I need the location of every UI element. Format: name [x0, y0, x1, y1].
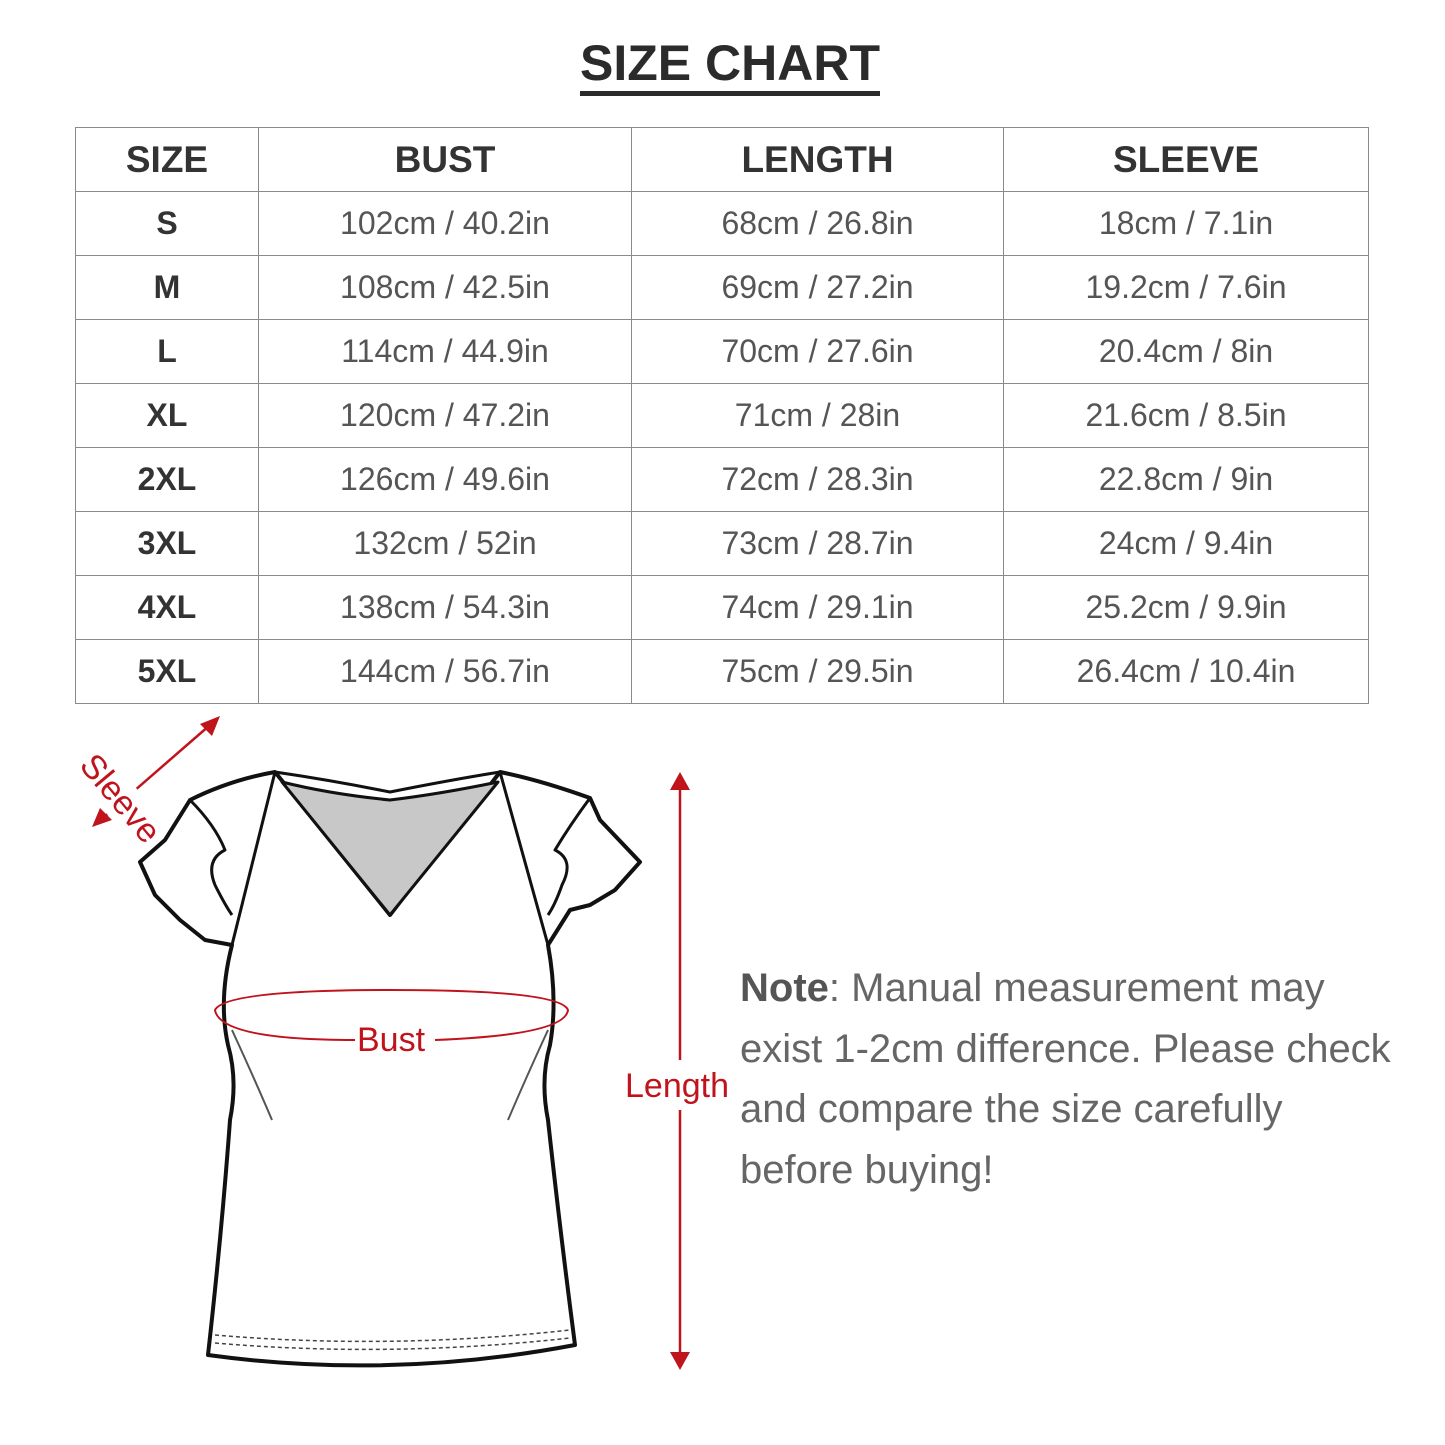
page-title: SIZE CHART — [0, 34, 1445, 96]
size-cell: XL — [75, 383, 259, 448]
sleeve-cell: 26.4cm / 10.4in — [1003, 639, 1369, 704]
table-header-row: SIZE BUST LENGTH SLEEVE — [75, 127, 1369, 192]
shirt-outline — [138, 770, 642, 1368]
table-row: 3XL 132cm / 52in 73cm / 28.7in 24cm / 9.4in — [75, 511, 1369, 576]
sleeve-cell: 19.2cm / 7.6in — [1003, 255, 1369, 320]
sleeve-cell: 20.4cm / 8in — [1003, 319, 1369, 384]
header-sleeve: SLEEVE — [1003, 127, 1369, 192]
arrow-up-icon — [670, 772, 690, 790]
stitch-lines — [214, 1329, 571, 1351]
table-row: L 114cm / 44.9in 70cm / 27.6in 20.4cm / 8in — [75, 319, 1369, 384]
sleeve-cell: 22.8cm / 9in — [1003, 447, 1369, 512]
bust-cell: 138cm / 54.3in — [258, 575, 632, 640]
table-row: 5XL 144cm / 56.7in 75cm / 29.5in 26.4cm / 1… — [75, 639, 1369, 704]
size-cell: 4XL — [75, 575, 259, 640]
bust-cell: 144cm / 56.7in — [258, 639, 632, 704]
arrow-down-icon — [670, 1352, 690, 1370]
length-label: Length — [625, 1067, 729, 1105]
length-cell: 68cm / 26.8in — [631, 191, 1004, 256]
header-size: SIZE — [75, 127, 259, 192]
size-table: SIZE BUST LENGTH SLEEVE S 102cm / 40.2in 6… — [75, 127, 1369, 704]
header-bust: BUST — [258, 127, 632, 192]
sleeve-cell: 18cm / 7.1in — [1003, 191, 1369, 256]
size-cell: L — [75, 319, 259, 384]
note-text: Note: Manual measurement may exist 1-2cm… — [740, 966, 1391, 1192]
shirt-diagram — [92, 716, 690, 1370]
size-cell: 5XL — [75, 639, 259, 704]
size-cell: 3XL — [75, 511, 259, 576]
length-cell: 69cm / 27.2in — [631, 255, 1004, 320]
bust-cell: 102cm / 40.2in — [258, 191, 632, 256]
bust-label: Bust — [357, 1021, 426, 1060]
table-row: M 108cm / 42.5in 69cm / 27.2in 19.2cm / 7.6… — [75, 255, 1369, 320]
bust-cell: 120cm / 47.2in — [258, 383, 632, 448]
bust-measure-line — [213, 988, 570, 1041]
length-cell: 75cm / 29.5in — [631, 639, 1004, 704]
sleeve-cell: 25.2cm / 9.9in — [1003, 575, 1369, 640]
bust-cell: 108cm / 42.5in — [258, 255, 632, 320]
table-row: 2XL 126cm / 49.6in 72cm / 28.3in 22.8cm / 9… — [75, 447, 1369, 512]
size-cell: M — [75, 255, 259, 320]
arrow-up-right-icon — [200, 716, 220, 736]
length-cell: 71cm / 28in — [631, 383, 1004, 448]
length-cell: 70cm / 27.6in — [631, 319, 1004, 384]
bust-cell: 132cm / 52in — [258, 511, 632, 576]
size-cell: S — [75, 191, 259, 256]
length-cell: 72cm / 28.3in — [631, 447, 1004, 512]
table-row: S 102cm / 40.2in 68cm / 26.8in 18cm / 7.1in — [75, 191, 1369, 256]
arrow-down-left-icon — [92, 808, 112, 827]
length-cell: 74cm / 29.1in — [631, 575, 1004, 640]
table-row: 4XL 138cm / 54.3in 74cm / 29.1in 25.2cm / 9… — [75, 575, 1369, 640]
bust-cell: 126cm / 49.6in — [258, 447, 632, 512]
bust-cell: 114cm / 44.9in — [258, 319, 632, 384]
sleeve-cell: 24cm / 9.4in — [1003, 511, 1369, 576]
size-cell: 2XL — [75, 447, 259, 512]
length-cell: 73cm / 28.7in — [631, 511, 1004, 576]
table-row: XL 120cm / 47.2in 71cm / 28in 21.6cm / 8.5i… — [75, 383, 1369, 448]
sleeve-cell: 21.6cm / 8.5in — [1003, 383, 1369, 448]
header-length: LENGTH — [631, 127, 1004, 192]
